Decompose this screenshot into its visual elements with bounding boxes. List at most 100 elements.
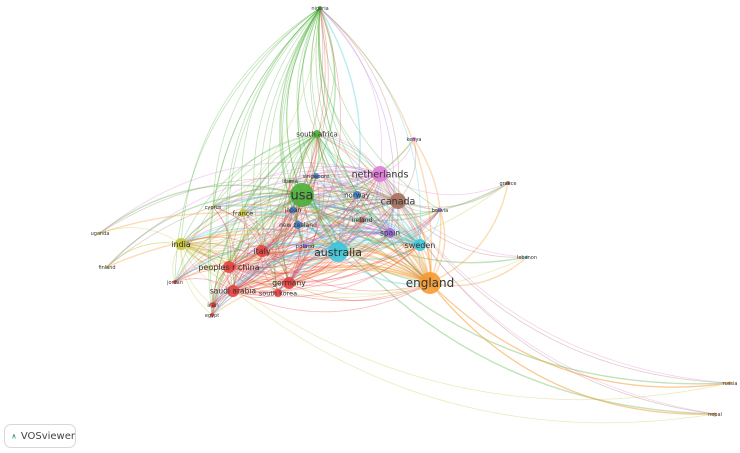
node-kenya[interactable]	[412, 137, 416, 141]
node-finland[interactable]	[105, 265, 109, 269]
node-label-jordan[interactable]: jordan	[166, 280, 183, 286]
node-canada[interactable]	[390, 193, 406, 209]
link-italy-bolivia	[261, 209, 441, 258]
node-label-lebanon[interactable]: lebanon	[517, 255, 537, 261]
node-australia[interactable]	[328, 242, 348, 262]
node-india[interactable]	[175, 238, 187, 250]
link-usa-india	[180, 193, 303, 245]
link-canada-jordan	[174, 198, 399, 283]
link-netherlands-sweden	[379, 173, 421, 246]
node-england[interactable]	[419, 272, 441, 294]
vosviewer-logo-icon	[11, 433, 16, 439]
node-label-iran[interactable]: iran	[207, 302, 219, 309]
node-label-south-africa[interactable]: south africa	[296, 130, 338, 138]
link-south-africa-italy	[261, 133, 318, 252]
link-spain-new-zealand	[297, 216, 391, 234]
node-label-germany[interactable]: germany	[272, 279, 306, 288]
node-label-japan[interactable]: japan	[284, 207, 302, 214]
node-label-singapore[interactable]: singapore	[302, 174, 330, 180]
link-usa-england	[301, 194, 431, 284]
node-label-greece[interactable]: greece	[499, 181, 516, 187]
link-south-africa-nigeria	[316, 7, 335, 135]
vosviewer-badge[interactable]: VOSviewer	[4, 424, 76, 448]
link-italy-india	[180, 236, 263, 252]
node-liberia[interactable]	[288, 179, 292, 183]
node-label-usa[interactable]: usa	[291, 189, 314, 204]
link-england-norway	[356, 194, 431, 284]
link-england-new-zealand	[297, 224, 431, 284]
link-usa-jordan	[174, 194, 303, 283]
node-label-netherlands[interactable]: netherlands	[352, 169, 409, 180]
node-sweden[interactable]	[414, 239, 426, 251]
node-label-italy[interactable]: italy	[253, 247, 270, 256]
node-nepal[interactable]	[713, 412, 717, 416]
node-label-liberia[interactable]: liberia	[282, 179, 298, 185]
node-nigeria[interactable]	[318, 6, 322, 10]
node-label-spain[interactable]: spain	[380, 229, 400, 238]
node-netherlands[interactable]	[372, 166, 388, 182]
node-poland[interactable]	[302, 243, 308, 249]
node-label-cyprus[interactable]: cyprus	[205, 205, 222, 211]
node-label-poland[interactable]: poland	[296, 244, 315, 250]
node-russia[interactable]	[728, 381, 732, 385]
node-label-russia[interactable]: russia	[723, 381, 738, 387]
link-nigeria-jordan	[174, 7, 321, 283]
node-uganda[interactable]	[98, 231, 102, 235]
node-label-peoples-r-china[interactable]: peoples r china	[198, 263, 259, 272]
node-peoples-r-china[interactable]	[223, 261, 235, 273]
link-south-africa-germany	[281, 133, 318, 284]
node-usa[interactable]	[290, 183, 314, 207]
link-india-liberia	[180, 180, 291, 245]
node-label-ireland[interactable]: ireland	[352, 217, 373, 224]
node-south-korea[interactable]	[274, 289, 282, 297]
node-south-africa[interactable]	[313, 130, 321, 138]
node-label-saudi-arabia[interactable]: saudi arabia	[210, 287, 256, 296]
node-norway[interactable]	[353, 191, 361, 199]
node-japan[interactable]	[289, 206, 297, 214]
link-australia-england	[337, 251, 431, 285]
node-label-india[interactable]: india	[171, 240, 191, 249]
node-lebanon[interactable]	[525, 255, 529, 259]
node-jordan[interactable]	[173, 280, 177, 284]
node-cyprus[interactable]	[211, 205, 215, 209]
link-sweden-germany	[288, 241, 421, 284]
link-canada-nepal	[397, 200, 716, 415]
node-italy[interactable]	[256, 245, 268, 257]
node-saudi-arabia[interactable]	[227, 285, 239, 297]
link-netherlands-uganda	[99, 161, 381, 234]
node-egypt[interactable]	[210, 313, 214, 317]
link-india-saudi-arabia	[180, 243, 234, 292]
node-greece[interactable]	[506, 181, 510, 185]
node-label-nigeria[interactable]: nigeria	[311, 6, 328, 12]
link-canada-south-korea	[277, 200, 399, 294]
node-ireland[interactable]	[358, 216, 366, 224]
node-label-kenya[interactable]: kenya	[407, 137, 422, 143]
node-label-england[interactable]: england	[406, 276, 455, 290]
link-nigeria-norway	[311, 7, 358, 196]
node-germany[interactable]	[283, 277, 295, 289]
node-label-finland[interactable]: finland	[98, 265, 115, 271]
link-nigeria-iran	[209, 7, 321, 306]
link-saudi-arabia-canada	[232, 200, 399, 292]
node-label-south-korea[interactable]: south korea	[259, 289, 297, 297]
node-label-france[interactable]: france	[233, 209, 254, 217]
link-india-egypt	[180, 243, 213, 316]
link-usa-lebanon	[301, 194, 528, 264]
node-label-egypt[interactable]: egypt	[205, 313, 219, 319]
node-label-sweden[interactable]: sweden	[405, 241, 436, 250]
node-label-new-zealand[interactable]: new zealand	[279, 222, 317, 229]
node-label-bolivia[interactable]: bolivia	[432, 208, 448, 214]
node-france[interactable]	[239, 209, 247, 217]
node-singapore[interactable]	[313, 173, 319, 179]
node-label-nepal[interactable]: nepal	[708, 412, 722, 418]
link-nigeria-usa	[286, 7, 321, 196]
node-label-canada[interactable]: canada	[381, 196, 416, 207]
node-spain[interactable]	[385, 228, 395, 238]
node-label-norway[interactable]: norway	[344, 191, 370, 199]
node-label-uganda[interactable]: uganda	[91, 231, 110, 237]
node-new-zealand[interactable]	[294, 221, 302, 229]
node-bolivia[interactable]	[438, 208, 442, 212]
node-label-australia[interactable]: australia	[314, 246, 362, 259]
node-iran[interactable]	[210, 302, 216, 308]
